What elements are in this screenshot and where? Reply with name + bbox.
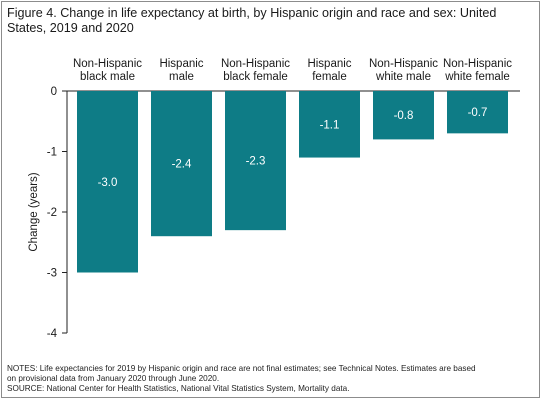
y-tick-label-4: -4	[47, 328, 58, 340]
bar-data-label-0: -3.0	[98, 177, 118, 189]
category-label-3-line-1: female	[312, 71, 347, 83]
category-label-4-line-1: white male	[375, 71, 431, 83]
bar-data-label-1: -2.4	[172, 159, 192, 171]
bar-0	[77, 91, 138, 273]
bar-5	[447, 91, 508, 134]
notes-line-2: on provisional data from January 2020 th…	[7, 374, 220, 383]
y-tick-label-3: -3	[47, 268, 57, 280]
category-label-5-line-0: Non-Hispanic	[443, 58, 512, 70]
bar-2	[225, 91, 286, 231]
bar-data-label-4: -0.8	[394, 110, 414, 122]
category-label-4-line-0: Non-Hispanic	[369, 58, 438, 70]
bar-4	[373, 91, 434, 140]
chart-title: Figure 4. Change in life expectancy at b…	[7, 6, 497, 35]
y-tick-label-1: -1	[47, 147, 57, 159]
chart-notes: NOTES: Life expectancies for 2019 by His…	[7, 364, 537, 394]
bar-3	[299, 91, 360, 158]
y-tick-label-0: 0	[51, 86, 57, 98]
category-label-2-line-1: black female	[223, 71, 288, 83]
bar-1	[151, 91, 212, 237]
bar-data-label-3: -1.1	[320, 119, 340, 131]
category-label-3-line-0: Hispanic	[307, 58, 351, 70]
source-line: SOURCE: National Center for Health Stati…	[7, 384, 350, 393]
category-label-1-line-0: Hispanic	[159, 58, 203, 70]
category-label-1-line-1: male	[169, 71, 194, 83]
y-tick-label-2: -2	[47, 207, 57, 219]
bar-data-label-2: -2.3	[246, 156, 266, 168]
notes-line-1: NOTES: Life expectancies for 2019 by His…	[7, 364, 476, 373]
y-axis-label: Change (years)	[28, 172, 40, 251]
bar-data-label-5: -0.7	[468, 107, 488, 119]
category-label-0-line-1: black male	[80, 71, 135, 83]
category-label-2-line-0: Non-Hispanic	[221, 58, 290, 70]
category-label-5-line-1: white female	[444, 71, 510, 83]
category-label-0-line-0: Non-Hispanic	[73, 58, 142, 70]
